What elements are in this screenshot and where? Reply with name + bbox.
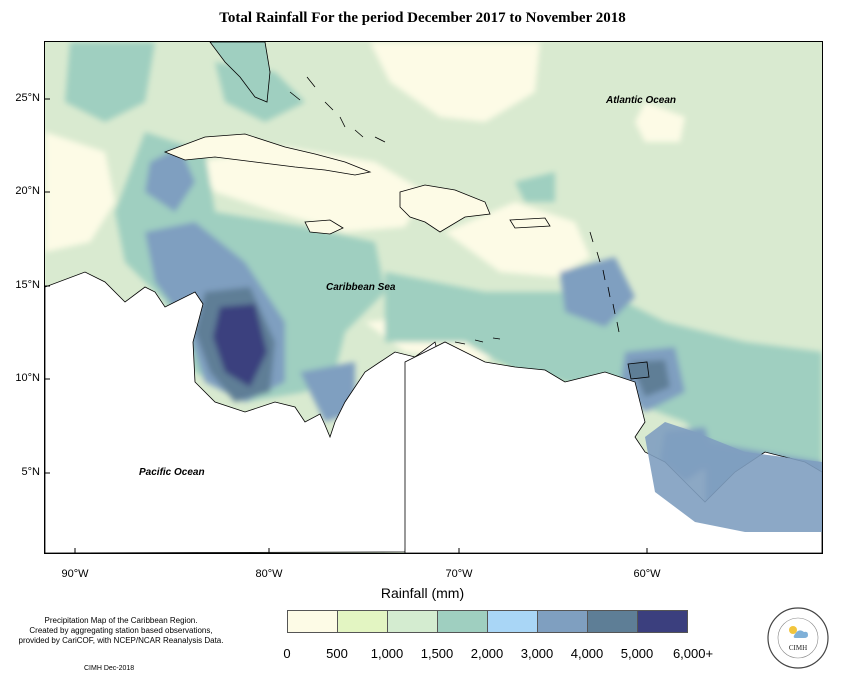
hispaniola-land [399, 184, 491, 233]
legend-title: Rainfall (mm) [380, 585, 465, 601]
pacific-ocean-label: Pacific Ocean [139, 467, 205, 478]
dry-area [445, 202, 590, 277]
rainfall-map: Atlantic Ocean Caribbean Sea Pacific Oce… [44, 41, 823, 554]
credit-text: CIMH Dec-2018 [84, 665, 135, 672]
legend-swatch [487, 610, 538, 633]
lesser-antilles-islands [589, 231, 620, 333]
lat-label-15: 15°N [15, 279, 40, 291]
blue-area [560, 257, 635, 327]
legend-swatch [387, 610, 438, 633]
legend-swatch [287, 610, 338, 633]
note-line: Precipitation Map of the Caribbean Regio… [44, 616, 198, 625]
legend-tick-label: 2,000 [470, 646, 504, 661]
cloud-icon [793, 630, 808, 638]
legend-swatch [637, 610, 688, 633]
caribbean-sea-label: Caribbean Sea [326, 282, 396, 293]
teal-area [65, 42, 155, 122]
lon-label-80: 80°W [255, 568, 283, 580]
legend-tick-label: 4,000 [570, 646, 604, 661]
abc-islands [454, 337, 501, 345]
legend-tick-label: 500 [326, 646, 348, 661]
florida-land [209, 42, 271, 103]
axis-ticks [45, 98, 648, 553]
note-line: Created by aggregating station based obs… [29, 626, 213, 635]
legend-swatch [437, 610, 488, 633]
lon-label-60: 60°W [633, 568, 661, 580]
legend-swatch [337, 610, 388, 633]
atlantic-ocean-label: Atlantic Ocean [606, 95, 677, 106]
sun-icon [789, 626, 797, 634]
bahamas-islands [289, 76, 386, 143]
land-layer [45, 42, 822, 553]
cuba-land [163, 133, 372, 176]
trinidad-land [627, 361, 650, 380]
very-wet-area [213, 304, 267, 387]
legend-swatch [537, 610, 588, 633]
note-line: provided by CariCOF, with NCEP/NCAR Rean… [18, 636, 224, 645]
legend-swatch [587, 610, 638, 633]
map-title: Total Rainfall For the period December 2… [219, 10, 626, 26]
legend-tick-label: 1,000 [370, 646, 404, 661]
legend-tick-label: 0 [283, 646, 291, 661]
island-layer [289, 76, 620, 345]
guiana-rain-overlay [645, 422, 822, 532]
blue-area [145, 147, 195, 212]
blue-area [300, 362, 355, 422]
dry-area [45, 132, 115, 252]
legend-tick-label: 5,000 [620, 646, 654, 661]
lat-label-20: 20°N [15, 185, 40, 197]
lon-label-90: 90°W [61, 568, 89, 580]
lat-label-5: 5°N [21, 466, 40, 478]
lat-label-25: 25°N [15, 92, 40, 104]
puerto-rico-land [509, 217, 551, 229]
logo-text: CIMH [789, 644, 807, 652]
dry-area [195, 147, 425, 232]
legend-tick-label: 1,500 [420, 646, 454, 661]
teal-area [515, 172, 555, 202]
lon-label-70: 70°W [445, 568, 473, 580]
map-description: Precipitation Map of the Caribbean Regio… [6, 616, 236, 646]
legend-tick-label: 6,000+ [672, 646, 714, 661]
cimh-logo: CIMH [767, 607, 829, 669]
lat-label-10: 10°N [15, 372, 40, 384]
jamaica-land [304, 219, 344, 235]
dry-area [370, 42, 540, 122]
legend-tick-label: 3,000 [520, 646, 554, 661]
dry-area [635, 102, 685, 142]
rainfall-map-canvas [45, 42, 822, 553]
